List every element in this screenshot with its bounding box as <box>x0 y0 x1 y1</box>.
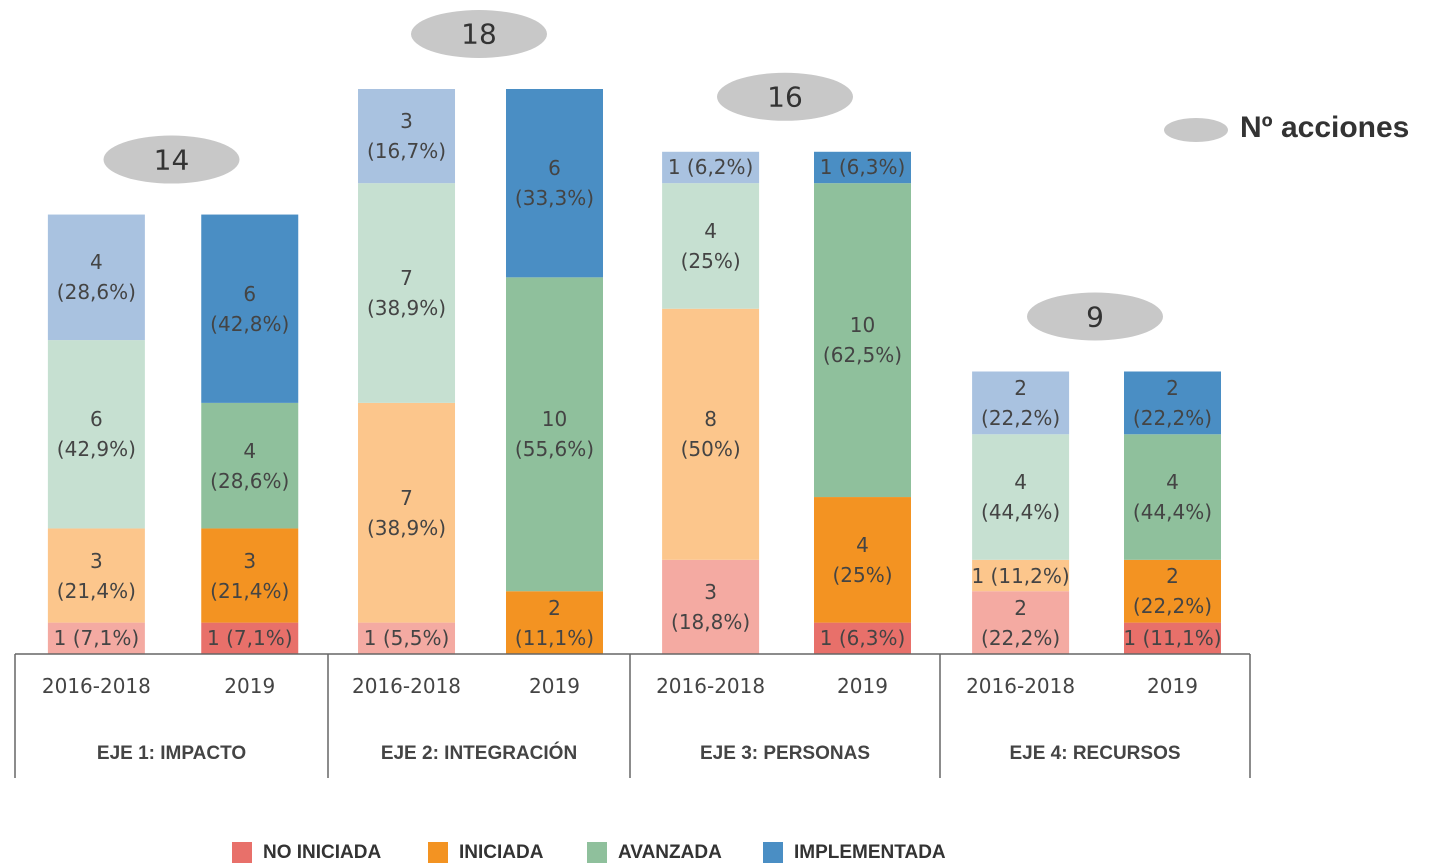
bar-segment <box>47 214 145 341</box>
total-label: 16 <box>767 80 803 114</box>
value-label: 2 (22,2%) <box>981 595 1061 650</box>
bar-segment <box>1124 622 1221 654</box>
total-label: 14 <box>153 143 190 177</box>
total-label: 18 <box>461 17 497 51</box>
value-label: 4 (28,6%) <box>210 438 290 493</box>
legend-swatch <box>587 842 607 863</box>
value-label: 2 (22,2%) <box>1132 564 1213 619</box>
bar-segment <box>201 402 299 529</box>
bar-segment <box>972 591 1070 654</box>
value-label: 10 (55,6%) <box>514 407 595 462</box>
value-label: 2 (22,2%) <box>981 375 1061 430</box>
bar-segment <box>47 622 145 654</box>
bar-segment <box>814 183 911 498</box>
bar-segment <box>814 151 911 184</box>
value-label: 2 (11,1%) <box>514 595 595 650</box>
value-label: 3 (18,8%) <box>671 579 751 634</box>
bar-segment <box>972 371 1070 435</box>
group-label: EJE 3: PERSONAS <box>700 743 870 764</box>
value-label: 8 (50%) <box>680 407 741 462</box>
totals-legend-marker <box>1164 118 1228 142</box>
value-label: 4 (25%) <box>680 218 741 273</box>
legend-label: IMPLEMENTADA <box>794 842 946 863</box>
value-label: 7 (38,9%) <box>366 266 447 321</box>
bar-segment <box>662 183 760 309</box>
legend-label: AVANZADA <box>618 842 722 863</box>
bar-segment <box>1124 371 1221 435</box>
total-badge <box>717 72 853 121</box>
value-label: 4 (44,4%) <box>981 470 1061 525</box>
x-tick-label: 2016-2018 <box>41 674 151 698</box>
legend-label: NO INICIADA <box>263 842 382 863</box>
bar-segment <box>506 591 603 654</box>
total-label: 9 <box>1086 300 1104 333</box>
x-tick-label: 2019 <box>224 674 276 698</box>
total-badge <box>103 135 240 184</box>
legend-swatch <box>232 842 252 863</box>
x-tick-label: 2019 <box>837 674 888 698</box>
value-label: 1 (6,3%) <box>819 155 906 180</box>
group-label: EJE 4: RECURSOS <box>1009 743 1181 764</box>
value-label: 1 (5,5%) <box>363 626 450 651</box>
legend-label: INICIADA <box>459 842 544 863</box>
bar-segment <box>1124 434 1221 560</box>
x-tick-label: 2016-2018 <box>656 674 766 698</box>
value-label: 1 (7,1%) <box>207 626 293 651</box>
group-label: EJE 2: INTEGRACIÓN <box>380 743 578 764</box>
value-label: 6 (42,9%) <box>56 407 136 462</box>
bar-segment <box>201 214 299 403</box>
bar-segment <box>358 622 456 654</box>
value-label: 2 (22,2%) <box>1132 375 1213 430</box>
bar-segment <box>972 434 1070 560</box>
bar-segment <box>506 89 603 278</box>
x-tick-label: 2016-2018 <box>352 674 462 698</box>
group-label: EJE 1: IMPACTO <box>96 743 247 764</box>
bar-segment <box>814 622 911 654</box>
value-label: 6 (42,8%) <box>210 281 290 336</box>
bar-segment <box>358 183 456 403</box>
value-label: 1 (7,1%) <box>53 626 140 651</box>
x-tick-label: 2019 <box>1147 674 1198 698</box>
total-badge <box>1027 292 1163 341</box>
bar-segment <box>47 340 145 529</box>
value-label: 1 (11,1%) <box>1123 626 1222 651</box>
value-label: 7 (38,9%) <box>366 485 447 540</box>
value-label: 6 (33,3%) <box>514 156 595 211</box>
bar-segment <box>358 402 456 623</box>
x-tick-label: 2019 <box>529 674 580 698</box>
bar-segment <box>506 277 603 592</box>
bar-segment <box>972 559 1070 592</box>
value-label: 4 (44,4%) <box>1132 470 1213 525</box>
bar-segment <box>814 497 911 623</box>
bar-segment <box>201 528 299 623</box>
value-label: 4 (28,6%) <box>56 250 136 305</box>
value-label: 1 (11,2%) <box>971 563 1070 588</box>
totals-legend-label: Nº acciones <box>1240 111 1410 144</box>
total-badge <box>411 10 547 58</box>
value-label: 3 (16,7%) <box>366 109 447 164</box>
bar-segment <box>662 151 760 184</box>
value-label: 10 (62,5%) <box>822 313 903 368</box>
x-tick-label: 2016-2018 <box>966 674 1076 698</box>
value-label: 4 (25%) <box>832 532 893 587</box>
bar-segment <box>1124 559 1221 623</box>
legend-swatch <box>428 842 448 863</box>
value-label: 1 (6,3%) <box>819 626 906 651</box>
bar-segment <box>662 559 760 654</box>
value-label: 3 (21,4%) <box>210 548 290 603</box>
bar-segment <box>201 622 299 654</box>
bar-segment <box>47 528 145 623</box>
value-label: 3 (21,4%) <box>56 548 136 603</box>
bar-segment <box>662 308 760 560</box>
bar-segment <box>358 89 456 184</box>
legend-swatch <box>763 842 783 863</box>
value-label: 1 (6,2%) <box>667 155 754 180</box>
